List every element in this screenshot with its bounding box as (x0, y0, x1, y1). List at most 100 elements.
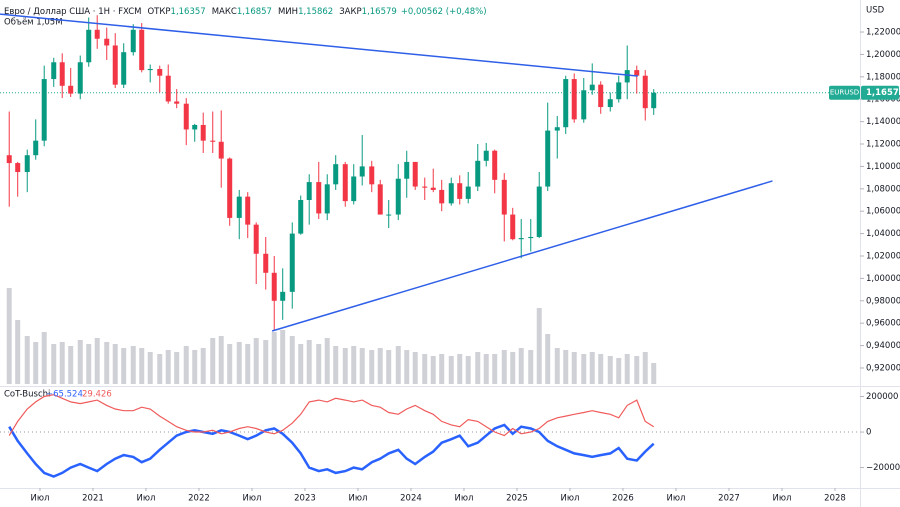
volume-bar (563, 350, 569, 384)
candle-body (598, 84, 604, 108)
volume-bar (528, 350, 534, 384)
candle-body (33, 140, 39, 156)
candle-body (68, 85, 74, 94)
volume-bar (112, 344, 118, 384)
readout-value: 1,15862 (298, 7, 333, 17)
candle-body (369, 166, 375, 185)
candle-body (139, 29, 145, 71)
candle-body (210, 140, 216, 142)
candle-body (607, 99, 613, 108)
indicator-readout: 29.426 (82, 390, 112, 400)
volume-bar (94, 338, 100, 384)
x-tick-label: 2025 (506, 494, 528, 504)
volume-bar (518, 348, 524, 384)
volume-bar (651, 363, 657, 384)
candle-body (112, 45, 118, 85)
volume-bar (139, 348, 145, 384)
candle-body (439, 189, 445, 204)
candle-body (545, 130, 551, 187)
price-label: 1,16579 (866, 88, 900, 98)
volume-bar (165, 350, 171, 384)
candle-body (227, 158, 233, 218)
candle-body (634, 70, 640, 76)
candle-body (183, 103, 189, 130)
readout-value: 1,16357 (171, 7, 206, 17)
candle-body (253, 224, 259, 254)
candle-body (395, 178, 401, 215)
candle-body (342, 164, 348, 202)
indicator-y-tick-label: 200000 (866, 392, 898, 402)
volume-readout: Объём 1,05М (4, 18, 63, 28)
volume-bar (157, 354, 163, 384)
volume-bar (634, 356, 640, 384)
symbol-label: EURUSD (830, 89, 859, 97)
y-tick-label: 0,94000 (866, 341, 900, 351)
y-tick-label: 1,22000 (866, 28, 900, 38)
volume-bar (192, 350, 198, 384)
x-tick-label: 2024 (400, 494, 422, 504)
volume-bar (430, 356, 436, 384)
volume-bar (6, 288, 12, 384)
candle-body (422, 186, 428, 188)
volume-bar (475, 352, 481, 384)
change: +0,00562 (+0,48%) (401, 7, 487, 17)
volume-bar (280, 330, 286, 384)
trendline (0, 13, 638, 77)
x-tick-label: Июл (454, 494, 473, 504)
volume-bar (333, 346, 339, 384)
candle-body (651, 92, 657, 109)
candle-body (510, 214, 516, 240)
candle-body (24, 155, 30, 173)
x-tick-label: Июл (242, 494, 261, 504)
candle-body (528, 236, 534, 239)
volume (6, 288, 657, 384)
price-box (861, 85, 899, 100)
volume-bar (483, 354, 489, 384)
candle-body (430, 187, 436, 190)
volume-bar (465, 356, 471, 384)
volume-bar (200, 348, 206, 384)
indicator-line (8, 394, 655, 437)
volume-bar (510, 352, 516, 384)
candle-body (15, 163, 21, 173)
candle-body (412, 161, 418, 187)
volume-bar (130, 346, 136, 384)
candle-body (518, 238, 524, 240)
candle-body (218, 141, 224, 159)
candle-body (200, 124, 206, 141)
volume-bar (236, 342, 242, 384)
candle-body (483, 150, 489, 161)
x-tick-label: 2023 (294, 494, 316, 504)
volume-bar (41, 332, 47, 384)
y-tick-label: 1,12000 (866, 140, 900, 150)
candle-body (165, 75, 171, 102)
volume-bar (306, 340, 312, 384)
candle-body (351, 176, 357, 202)
candle-body (448, 183, 454, 204)
volume-bar (342, 348, 348, 384)
volume-bar (86, 344, 92, 384)
y-tick-label: 1,10000 (866, 162, 900, 172)
candle-body (492, 150, 498, 180)
candle-body (359, 166, 365, 177)
volume-bar (377, 348, 383, 384)
volume-bar (316, 344, 322, 384)
y-tick-label: 0,92000 (866, 363, 900, 373)
y-tick-label: 1,08000 (866, 184, 900, 194)
symbol-box (829, 85, 860, 100)
candle-body (475, 160, 481, 187)
candle-body (236, 196, 242, 218)
readout-value: 1,16579 (362, 7, 397, 17)
volume-bar (253, 338, 259, 384)
candle-body (501, 179, 507, 215)
candle-body (130, 29, 136, 53)
candle-body (404, 161, 410, 179)
candle-body (77, 62, 83, 94)
candle-body (377, 184, 383, 215)
volume-bar (359, 348, 365, 384)
volume-bar (589, 352, 595, 384)
volume-bar (263, 340, 269, 384)
candle-body (192, 124, 198, 130)
instrument: Евро / Доллар США · 1Н · FXCM (4, 7, 141, 17)
candle-body (86, 29, 92, 63)
